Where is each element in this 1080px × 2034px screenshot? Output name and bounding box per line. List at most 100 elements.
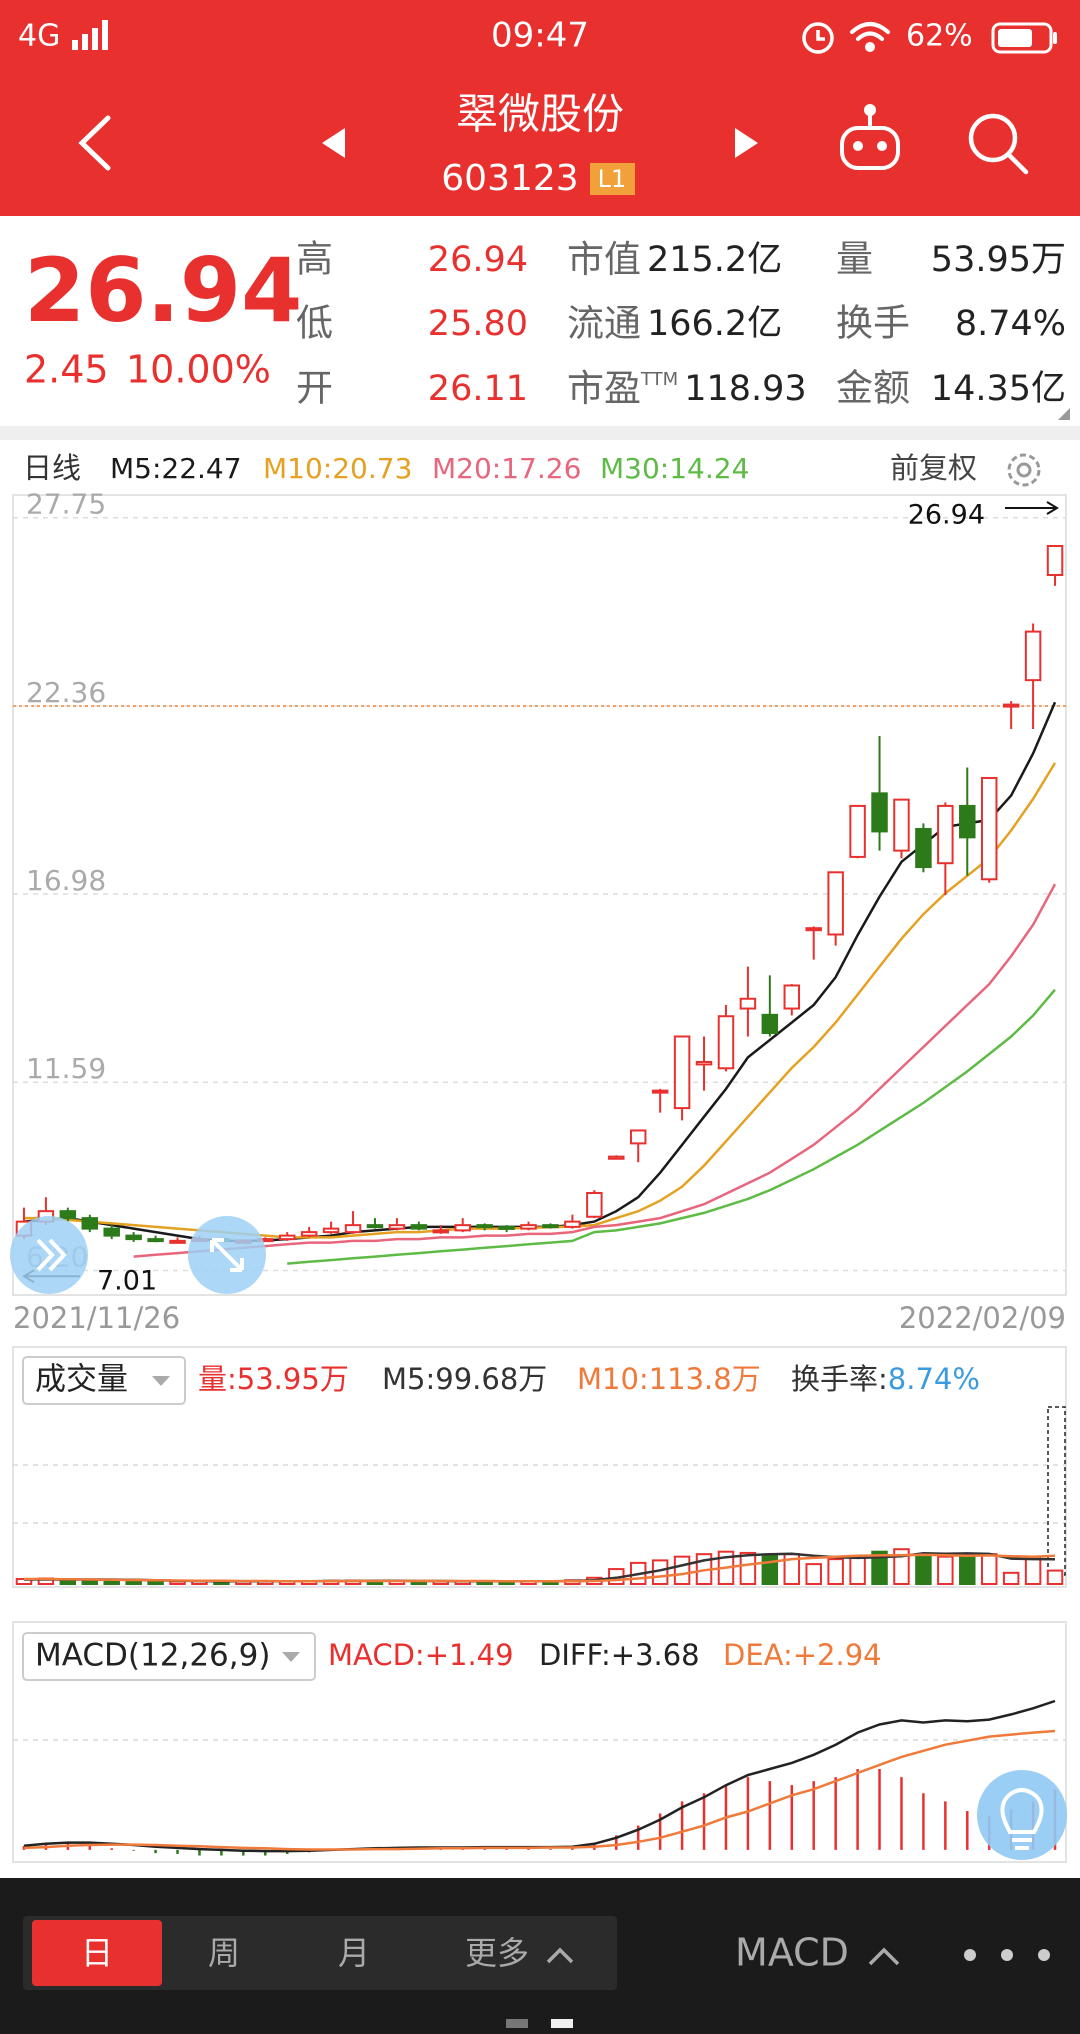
volume-bar [849, 1555, 866, 1585]
volume-bar [81, 1579, 99, 1586]
candle-body [959, 804, 976, 839]
search-button[interactable] [968, 113, 1029, 175]
stat: 市值 215.2亿 [567, 238, 782, 281]
macd-selector[interactable] [22, 1632, 316, 1681]
stat-value: 53.95万 [931, 240, 1066, 280]
macd-title: MACD(12,26,9) [35, 1638, 270, 1674]
candle-body [980, 776, 998, 881]
candle-body [125, 1234, 142, 1241]
candle-body [81, 1217, 99, 1230]
level-badge-bg [590, 163, 635, 195]
price-change-pct: 10.00% [126, 348, 271, 392]
tab[interactable]: 日 [81, 1934, 113, 1972]
back-button[interactable] [78, 115, 111, 171]
volume-bar [959, 1554, 976, 1586]
drag-handle-right[interactable] [188, 1216, 266, 1294]
more-menu[interactable] [964, 1949, 1050, 1961]
stat-label: 金额 [836, 367, 910, 410]
tab-group [23, 1916, 617, 1990]
alarm-icon [802, 22, 834, 54]
dropdown-caret [152, 1376, 170, 1386]
macd-legend: DEA:+2.94 [723, 1638, 882, 1672]
signal-icon [72, 20, 108, 50]
ma-line [23, 701, 1057, 1243]
volume-bar [125, 1580, 142, 1585]
volume-bar [739, 1551, 757, 1586]
candle-body [1046, 545, 1064, 577]
battery-text: 62% [906, 19, 973, 54]
stat-value: 26.94 [428, 240, 528, 280]
high-marker: 26.94 [908, 500, 985, 531]
expand-corner[interactable] [1058, 408, 1070, 420]
stat-value: 166.2亿 [647, 304, 782, 344]
settings-icon[interactable] [1007, 453, 1041, 487]
drag-handle-left[interactable] [10, 1216, 88, 1294]
candle-body [1024, 630, 1042, 682]
candle-body [498, 1225, 515, 1230]
last-price: 26.94 [24, 239, 302, 342]
candle-body [388, 1224, 406, 1230]
candle-body [893, 798, 910, 852]
volume-bar [673, 1555, 691, 1585]
candle-body [608, 1155, 625, 1160]
volume-bar [805, 1563, 822, 1585]
stat: 流通 166.2亿 [567, 302, 782, 345]
candle-body [300, 1231, 318, 1237]
ma-line [133, 883, 1057, 1258]
volume-legend: M10:113.8万 [577, 1362, 761, 1396]
volume-bar [1024, 1555, 1042, 1585]
volume-panel [12, 1346, 1067, 1588]
tips-button[interactable] [977, 1770, 1067, 1860]
stat-value: 25.80 [428, 304, 528, 344]
macd-legend: DIFF:+3.68 [539, 1638, 700, 1672]
tab[interactable]: 更多 [465, 1934, 529, 1972]
stat-value: 26.11 [428, 369, 528, 409]
x-tick-label: 2021/11/26 [13, 1301, 180, 1335]
tab[interactable]: 月 [338, 1934, 370, 1972]
robot-button[interactable] [840, 104, 900, 170]
y-tick-label: 22.36 [26, 676, 106, 709]
candle-body [717, 1015, 735, 1070]
indicator-switch[interactable]: MACD [735, 1931, 849, 1975]
macd-line [23, 1729, 1056, 1851]
y-tick-label: 27.75 [26, 488, 106, 521]
separator [0, 426, 1080, 440]
macd-panel [12, 1621, 1067, 1863]
volume-bar [1046, 1569, 1064, 1586]
volume-bar [871, 1550, 888, 1585]
turnover-label: 换手率: [791, 1362, 888, 1396]
more-caret [546, 1947, 574, 1964]
adjust-label[interactable]: 前复权 [890, 451, 977, 485]
volume-bar [915, 1553, 932, 1585]
period-label: 日线 [23, 451, 81, 485]
volume-value: 量:53.95万 [198, 1362, 349, 1396]
turnover: 换手率:8.74% [791, 1362, 980, 1396]
candle-body [366, 1224, 384, 1229]
stat-label: 市盈 [567, 367, 641, 410]
tab[interactable]: 周 [208, 1934, 240, 1972]
low-marker: 7.01 [97, 1266, 157, 1297]
candle-body [344, 1224, 362, 1234]
candle-body [739, 997, 757, 1010]
stat-label: 高 [296, 238, 333, 281]
candle-body [278, 1234, 296, 1241]
selection-box [1047, 1406, 1066, 1576]
tab-active-bg [32, 1920, 162, 1986]
stat-label: 流通 [567, 302, 641, 345]
volume-selector[interactable] [22, 1356, 186, 1405]
stat-label: 开 [296, 367, 333, 410]
battery-icon [991, 22, 1057, 54]
volume-legend: M5:99.68万 [382, 1362, 547, 1396]
macd-value: MACD:+1.49 [328, 1638, 514, 1672]
candle-body [1002, 703, 1020, 708]
stat-label: 换手 [836, 302, 910, 345]
stat: 市盈TTM 118.93 [567, 367, 807, 410]
next-stock[interactable] [735, 128, 758, 158]
candle-body [695, 1060, 713, 1066]
stat-label: 量 [836, 238, 873, 281]
page-indicator [551, 2019, 573, 2028]
price-change: 2.45 [24, 348, 109, 392]
prev-stock[interactable] [322, 128, 345, 158]
